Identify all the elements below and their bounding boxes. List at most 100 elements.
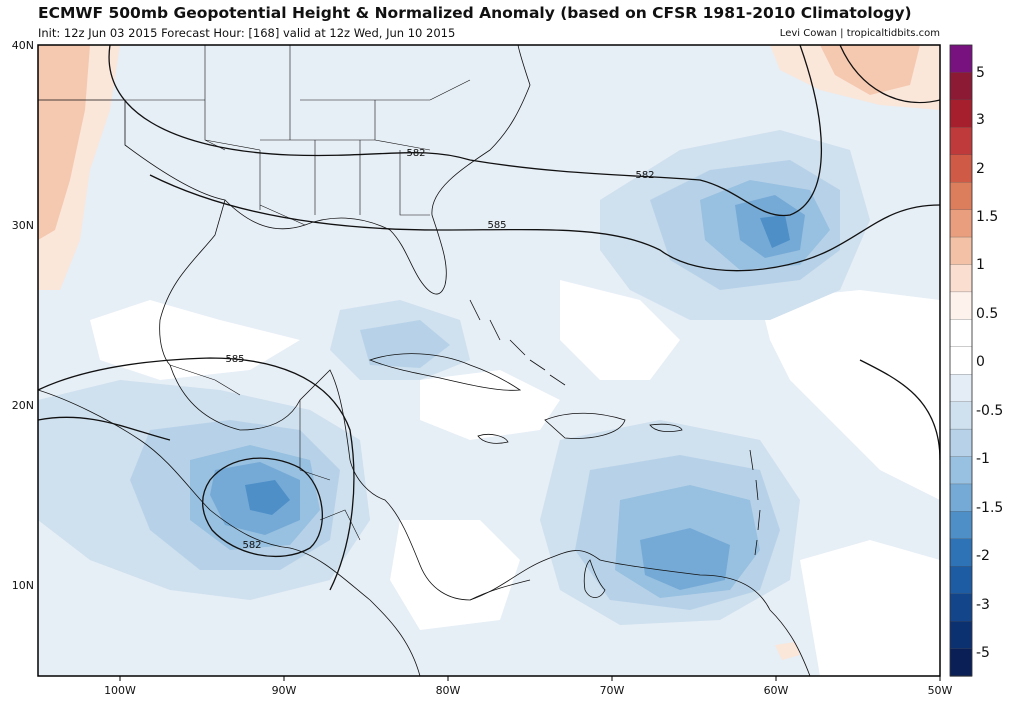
colorbar-label: 3 <box>976 112 985 128</box>
island-puerto-rico <box>649 423 683 432</box>
colorbar-label: -3 <box>976 597 990 613</box>
lat-tick-label: 40N <box>12 39 34 52</box>
anomaly-neutral-area <box>800 540 940 676</box>
border-line <box>169 364 361 541</box>
height-contour-588 <box>839 45 940 104</box>
lat-axis: 40N 30N 20N 10N <box>12 39 34 592</box>
colorbar-label: -0.5 <box>976 403 1003 419</box>
contour-label: 582 <box>406 148 425 159</box>
island-jamaica <box>477 434 509 444</box>
anomaly-neutral-area <box>760 290 940 500</box>
contour-label: 582 <box>242 540 261 551</box>
lat-tick-label: 20N <box>12 399 34 412</box>
island-bahamas <box>469 299 566 386</box>
lon-tick-label: 90W <box>272 684 297 697</box>
lon-tick-label: 70W <box>600 684 625 697</box>
colorbar-swatch <box>949 511 973 540</box>
colorbar-label: 5 <box>976 65 985 81</box>
state-borders <box>125 45 471 541</box>
colorbar-swatch <box>949 483 973 513</box>
colorbar-swatch <box>949 291 973 320</box>
colorbar-label: -2 <box>976 548 990 564</box>
colorbar-swatch <box>949 182 973 211</box>
lon-tick-label: 100W <box>104 684 136 697</box>
coastline-gulf-north <box>224 45 531 295</box>
chart-subtitle: Init: 12z Jun 03 2015 Forecast Hour: [16… <box>38 26 456 40</box>
colorbar-label: -1.5 <box>976 500 1003 516</box>
border-line <box>125 45 471 226</box>
colorbar-swatch <box>949 99 973 128</box>
colorbar-label: -1 <box>976 451 990 467</box>
colorbar-swatch <box>949 72 973 101</box>
colorbar-swatch <box>949 264 973 293</box>
lon-tick-label: 50W <box>928 684 953 697</box>
colorbar-swatch <box>949 154 973 183</box>
contour-label: 582 <box>635 170 654 181</box>
lon-tick-label: 60W <box>764 684 789 697</box>
height-contour-585 <box>38 416 171 441</box>
island-hispaniola <box>544 412 626 439</box>
anomaly-neutral-area <box>390 520 520 630</box>
anomaly-negative-area <box>360 320 450 368</box>
colorbar-label: 1 <box>976 257 985 273</box>
anomaly-negative-area <box>245 480 290 515</box>
anomaly-neutral-area <box>420 370 560 440</box>
anomaly-neutral-area <box>560 280 680 380</box>
anomaly-positive-area <box>820 45 920 95</box>
colorbar-swatches <box>949 44 973 677</box>
colorbar-swatch <box>949 428 973 458</box>
height-contours <box>38 45 940 591</box>
map-panel: 582 582 585 585 582 <box>37 44 941 677</box>
lat-tick-label: 10N <box>12 579 34 592</box>
coastlines <box>38 45 811 676</box>
lon-axis: 100W 90W 80W 70W 60W 50W <box>104 676 953 697</box>
colorbar-label: 0.5 <box>976 306 998 322</box>
contour-label: 585 <box>225 354 244 365</box>
colorbar-swatch <box>949 593 973 622</box>
colorbar-swatch <box>949 648 973 677</box>
map-frame <box>37 44 941 677</box>
colorbar-swatch <box>949 209 973 238</box>
coastline-south-america <box>469 550 811 676</box>
colorbar-swatch <box>949 127 973 156</box>
island-lesser-antilles <box>749 449 761 556</box>
chart-title: ECMWF 500mb Geopotential Height & Normal… <box>38 4 912 22</box>
colorbar-swatch <box>949 319 973 348</box>
height-contour-585 <box>149 174 940 272</box>
contour-label: 585 <box>487 220 506 231</box>
colorbar-swatch <box>949 44 973 74</box>
island-cuba <box>368 353 522 391</box>
colorbar-label: -5 <box>976 645 990 661</box>
colorbar-swatch <box>949 538 973 567</box>
colorbar-label: 1.5 <box>976 209 998 225</box>
height-contour-582 <box>202 457 323 558</box>
contour-labels: 582 582 585 585 582 <box>225 148 654 551</box>
height-contour-585 <box>859 359 940 461</box>
anomaly-positive-area <box>775 642 800 660</box>
colorbar-swatch <box>949 620 973 650</box>
colorbar-label: 0 <box>976 354 985 370</box>
lat-tick-label: 30N <box>12 219 34 232</box>
coastline-us-gulf <box>38 99 226 366</box>
height-contour-582 <box>108 45 823 217</box>
anomaly-shading <box>38 45 940 676</box>
colorbar-label: 2 <box>976 161 985 177</box>
anomaly-positive-area <box>38 45 90 240</box>
lon-tick-label: 80W <box>436 684 461 697</box>
anomaly-negative-area <box>760 215 790 248</box>
anomaly-negative-area <box>640 528 730 590</box>
colorbar-swatch <box>949 346 973 375</box>
colorbar-labels: 5 3 2 1.5 1 0.5 0 -0.5 -1 -1.5 -2 -3 -5 <box>976 65 1003 661</box>
colorbar: 5 3 2 1.5 1 0.5 0 -0.5 -1 -1.5 -2 -3 -5 <box>949 44 1003 677</box>
coastline-pacific <box>38 389 421 676</box>
colorbar-swatch <box>949 456 973 485</box>
lake-maracaibo <box>583 559 606 598</box>
credit-text: Levi Cowan | tropicaltidbits.com <box>779 28 940 39</box>
colorbar-frame <box>949 44 973 677</box>
colorbar-swatch <box>949 401 973 430</box>
colorbar-swatch <box>949 566 973 595</box>
height-contour-585 <box>38 357 355 591</box>
colorbar-swatch <box>949 374 973 403</box>
colorbar-swatch <box>949 236 973 266</box>
